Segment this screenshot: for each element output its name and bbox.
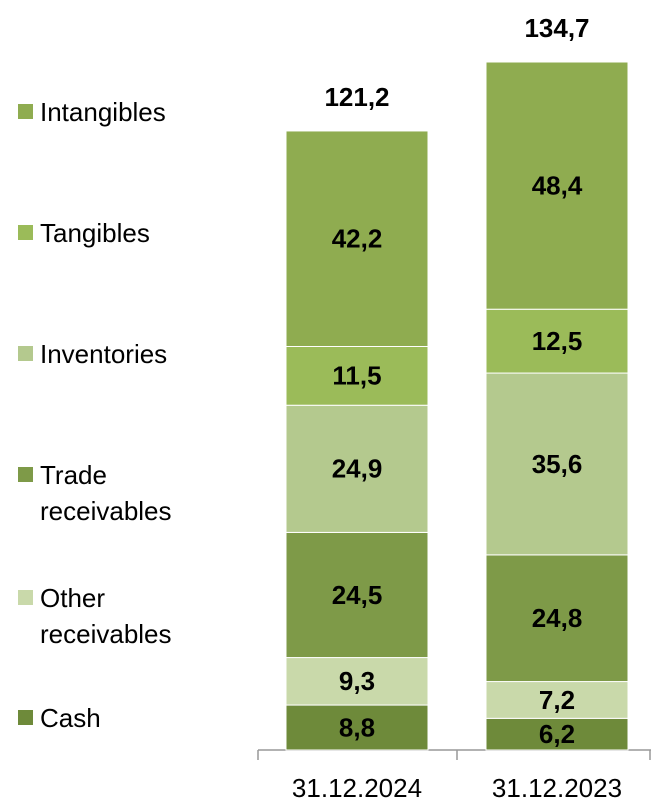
legend-swatch [18, 590, 33, 605]
data-label: 6,2 [539, 719, 575, 749]
total-label: 134,7 [524, 13, 589, 43]
data-label: 11,5 [332, 361, 381, 391]
bar-segment [485, 372, 629, 556]
data-label: 24,9 [332, 454, 383, 484]
legend-label: Inventories [40, 339, 168, 369]
total-label: 121,2 [324, 82, 389, 112]
bar-segment [285, 404, 429, 533]
legend-label: Tangibles [40, 218, 150, 248]
bar-segment [485, 717, 629, 751]
data-label: 7,2 [539, 685, 575, 715]
data-label: 35,6 [532, 449, 583, 479]
bar-segment [485, 61, 629, 310]
x-tick-label: 31.12.2024 [292, 773, 422, 803]
data-label: 42,2 [332, 224, 383, 254]
legend-swatch [18, 225, 33, 240]
legend-swatch [18, 467, 33, 482]
bar-segment [285, 657, 429, 706]
legend-label: Cash [40, 703, 101, 733]
legend-label: Other receivables [40, 583, 172, 649]
legend-label: Trade receivables [40, 460, 172, 526]
data-label: 48,4 [532, 170, 583, 200]
data-label: 24,8 [532, 603, 583, 633]
legend-label: Intangibles [40, 97, 166, 127]
data-label: 9,3 [339, 666, 375, 696]
bar-segment [485, 554, 629, 683]
bar-segment [285, 345, 429, 406]
legend-swatch [18, 710, 33, 725]
data-label: 24,5 [332, 580, 383, 610]
data-label: 8,8 [339, 712, 375, 742]
bar-segment [285, 704, 429, 751]
legend-swatch [18, 346, 33, 361]
bar-segment [285, 130, 429, 347]
legend-swatch [18, 104, 33, 119]
data-label: 12,5 [532, 326, 583, 356]
x-tick-label: 31.12.2023 [492, 773, 622, 803]
bar-segment [485, 308, 629, 374]
bar-segment [285, 531, 429, 659]
